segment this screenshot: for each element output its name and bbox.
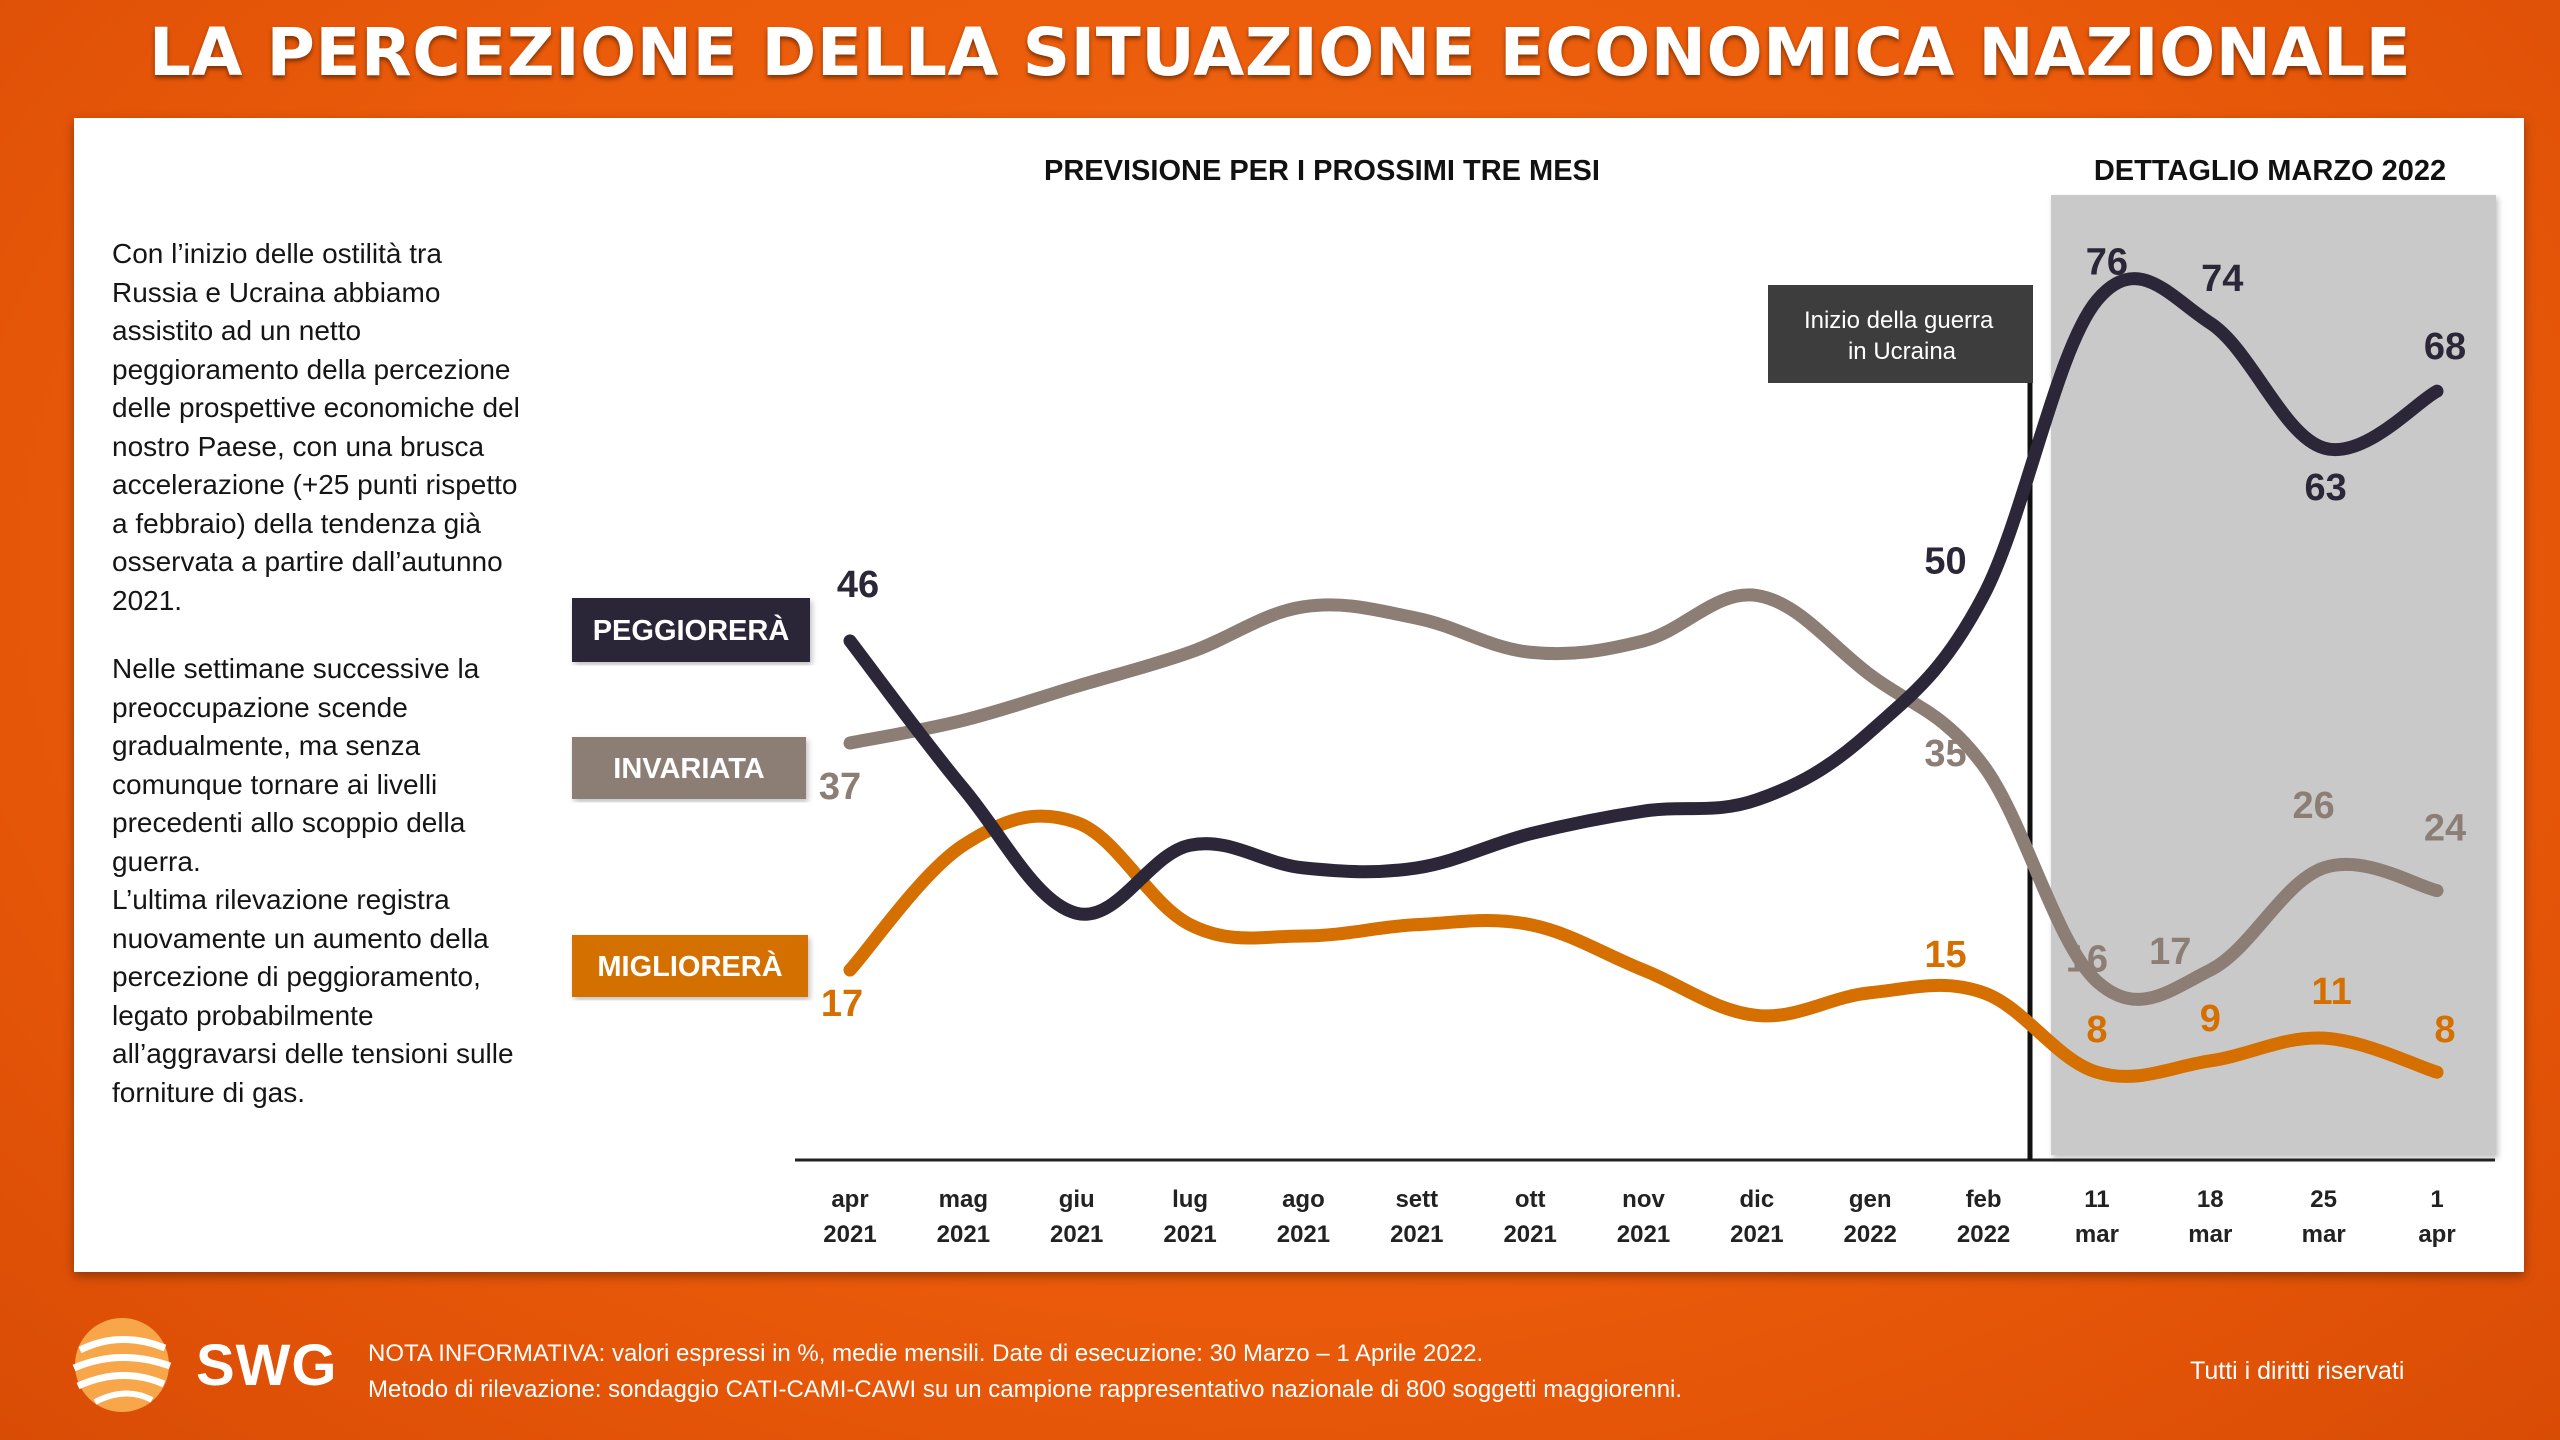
data-label-s1-14: 24 bbox=[2424, 808, 2466, 850]
data-label-s1-0: 37 bbox=[819, 766, 861, 808]
footer-note-line-1: NOTA INFORMATIVA: valori espressi in %, … bbox=[368, 1340, 1484, 1367]
rights-text[interactable]: Tutti i diritti riservati bbox=[2190, 1357, 2405, 1385]
legend-label-1: INVARIATA bbox=[613, 753, 764, 785]
x-tick-label-10: feb 2022 bbox=[1957, 1186, 2010, 1248]
x-tick-label-1: mag 2021 bbox=[937, 1186, 990, 1248]
footer-note-line-2: Metodo di rilevazione: sondaggio CATI-CA… bbox=[368, 1376, 1683, 1403]
narrative-paragraph-1: Con l’inizio delle ostilità tra Russia e… bbox=[112, 238, 520, 616]
data-label-s2-14: 8 bbox=[2434, 1009, 2455, 1051]
x-tick-label-12: 18 mar bbox=[2188, 1186, 2232, 1248]
x-tick-label-3: lug 2021 bbox=[1163, 1186, 1216, 1248]
legend-box-1 bbox=[572, 737, 806, 799]
annotation-line-2: in Ucraina bbox=[1848, 338, 1957, 365]
footer-note: NOTA INFORMATIVA: valori espressi in %, … bbox=[368, 1336, 1682, 1408]
data-label-s1-11: 16 bbox=[2066, 938, 2108, 980]
data-label-s0-11: 76 bbox=[2086, 241, 2128, 283]
logo-text: SWG bbox=[196, 1333, 338, 1398]
data-label-s0-12: 74 bbox=[2201, 258, 2243, 300]
x-tick-labels: apr 2021 mag 2021 giu 2021 lug 2021 ago 2021 sett 2… bbox=[823, 1186, 2455, 1248]
subtitle-left: PREVISIONE PER I PROSSIMI TRE MESI bbox=[1044, 155, 1600, 187]
data-label-s0-14: 68 bbox=[2424, 326, 2466, 368]
data-label-s1-13: 26 bbox=[2293, 785, 2335, 827]
x-tick-label-11: 11 mar bbox=[2075, 1186, 2119, 1248]
x-tick-label-5: sett 2021 bbox=[1390, 1186, 1443, 1248]
annotation-text: Inizio della guerra in Ucraina bbox=[1804, 307, 2000, 365]
data-label-s0-10: 50 bbox=[1924, 541, 1966, 583]
data-label-s2-0: 17 bbox=[821, 983, 863, 1025]
x-tick-label-2: giu 2021 bbox=[1050, 1186, 1103, 1248]
annotation-box bbox=[1768, 285, 2033, 383]
data-label-s1-12: 17 bbox=[2149, 931, 2191, 973]
x-tick-label-14: 1 apr bbox=[2418, 1186, 2455, 1248]
narrative-text: Con l’inizio delle ostilità tra Russia e… bbox=[112, 235, 532, 1112]
x-tick-label-0: apr 2021 bbox=[823, 1186, 876, 1248]
data-label-s2-12: 9 bbox=[2200, 998, 2221, 1040]
legend-box-2 bbox=[572, 935, 808, 997]
data-label-s2-11: 8 bbox=[2086, 1009, 2107, 1051]
legend: PEGGIORERÀ INVARIATA MIGLIORERÀ bbox=[572, 598, 810, 997]
legend-label-0: PEGGIORERÀ bbox=[593, 613, 790, 647]
page-title: LA PERCEZIONE DELLA SITUAZIONE ECONOMICA… bbox=[148, 14, 2412, 91]
data-label-s2-13: 11 bbox=[2312, 971, 2352, 1013]
series-line-2 bbox=[843, 809, 2444, 1083]
data-labels-layer: 46 50 76 74 63 68 37 35 16 17 26 24 17 15 8 9 11 8 bbox=[819, 241, 2466, 1051]
x-tick-label-8: dic 2021 bbox=[1730, 1186, 1783, 1248]
x-tick-label-7: nov 2021 bbox=[1617, 1186, 1670, 1248]
subtitle-right: DETTAGLIO MARZO 2022 bbox=[2094, 155, 2446, 187]
legend-label-2: MIGLIORERÀ bbox=[597, 949, 782, 983]
series-layer bbox=[843, 272, 2444, 1083]
annotation-line-1: Inizio della guerra bbox=[1804, 307, 1994, 334]
data-label-s0-13: 63 bbox=[2305, 467, 2347, 509]
data-label-s0-0: 46 bbox=[837, 564, 879, 606]
legend-box-0 bbox=[572, 598, 810, 662]
series-line-0 bbox=[843, 272, 2444, 921]
x-tick-label-6: ott 2021 bbox=[1503, 1186, 1556, 1248]
narrative-paragraph-2: Nelle settimane successive la preoccupaz… bbox=[112, 653, 480, 877]
x-tick-label-9: gen 2022 bbox=[1844, 1186, 1897, 1248]
x-tick-label-4: ago 2021 bbox=[1277, 1186, 1330, 1248]
narrative-paragraph-3: L’ultima rilevazione registra nuovamente… bbox=[112, 884, 514, 1108]
x-tick-label-13: 25 mar bbox=[2302, 1186, 2346, 1248]
data-label-s1-10: 35 bbox=[1924, 733, 1966, 775]
series-line-1 bbox=[843, 588, 2444, 1006]
data-label-s2-10: 15 bbox=[1924, 934, 1966, 976]
swg-logo-icon bbox=[72, 1318, 172, 1412]
